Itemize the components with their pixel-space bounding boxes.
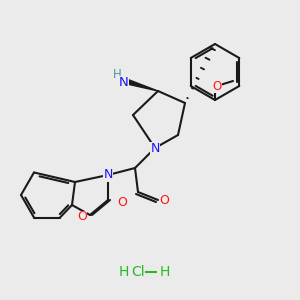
- Text: O: O: [117, 196, 127, 209]
- Text: O: O: [77, 211, 87, 224]
- Text: N: N: [119, 76, 129, 88]
- Text: Cl: Cl: [131, 265, 145, 279]
- Text: N: N: [103, 169, 113, 182]
- Polygon shape: [124, 79, 158, 91]
- Text: H: H: [112, 68, 122, 80]
- Text: O: O: [159, 194, 169, 206]
- Text: O: O: [212, 80, 222, 92]
- Text: H: H: [119, 265, 129, 279]
- Text: N: N: [150, 142, 160, 154]
- Text: H: H: [160, 265, 170, 279]
